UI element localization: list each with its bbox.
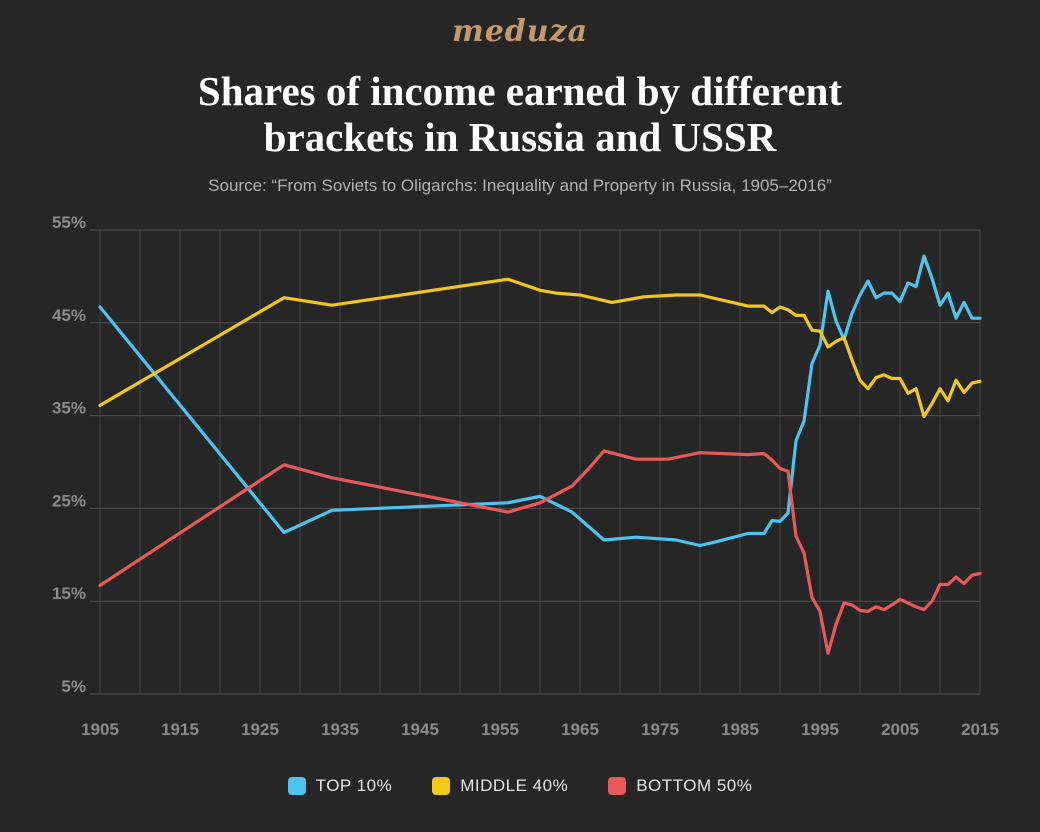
x-tick-label: 1995 xyxy=(801,720,839,739)
y-tick-label: 25% xyxy=(52,491,86,510)
legend-swatch xyxy=(432,777,451,795)
brand-logo: meduza xyxy=(451,14,589,49)
x-tick-label: 2005 xyxy=(881,720,919,739)
chart-legend: TOP 10% MIDDLE 40% BOTTOM 50% xyxy=(0,776,1040,796)
y-tick-label: 35% xyxy=(52,399,86,418)
y-tick-label: 15% xyxy=(52,584,86,603)
legend-label: TOP 10% xyxy=(315,776,393,795)
x-tick-label: 2015 xyxy=(961,720,999,739)
chart-title: Shares of income earned by different bra… xyxy=(0,68,1040,160)
legend-label: BOTTOM 50% xyxy=(636,776,753,795)
y-tick-label: 5% xyxy=(61,677,86,696)
legend-item-1: MIDDLE 40% xyxy=(432,776,568,796)
legend-swatch xyxy=(608,777,627,795)
x-tick-label: 1965 xyxy=(561,720,599,739)
chart-subtitle: Source: “From Soviets to Oligarchs: Ineq… xyxy=(208,176,832,195)
legend-label: MIDDLE 40% xyxy=(460,776,569,795)
series-line-2 xyxy=(98,449,982,655)
chart-title-line-2: brackets in Russia and USSR xyxy=(263,114,777,160)
x-tick-label: 1945 xyxy=(401,720,439,739)
x-tick-label: 1925 xyxy=(241,720,279,739)
x-tick-label: 1935 xyxy=(321,720,359,739)
series-line-1 xyxy=(98,277,982,419)
y-tick-label: 45% xyxy=(52,306,86,325)
x-tick-label: 1975 xyxy=(641,720,679,739)
x-tick-label: 1915 xyxy=(161,720,199,739)
legend-item-0: TOP 10% xyxy=(287,776,393,796)
x-tick-label: 1985 xyxy=(721,720,759,739)
legend-item-2: BOTTOM 50% xyxy=(608,776,752,796)
chart-title-line-1: Shares of income earned by different xyxy=(197,68,843,114)
y-tick-label: 55% xyxy=(52,213,86,232)
x-tick-label: 1955 xyxy=(481,720,519,739)
legend-swatch xyxy=(287,777,306,795)
x-tick-label: 1905 xyxy=(81,720,119,739)
series-line-0 xyxy=(98,254,982,548)
